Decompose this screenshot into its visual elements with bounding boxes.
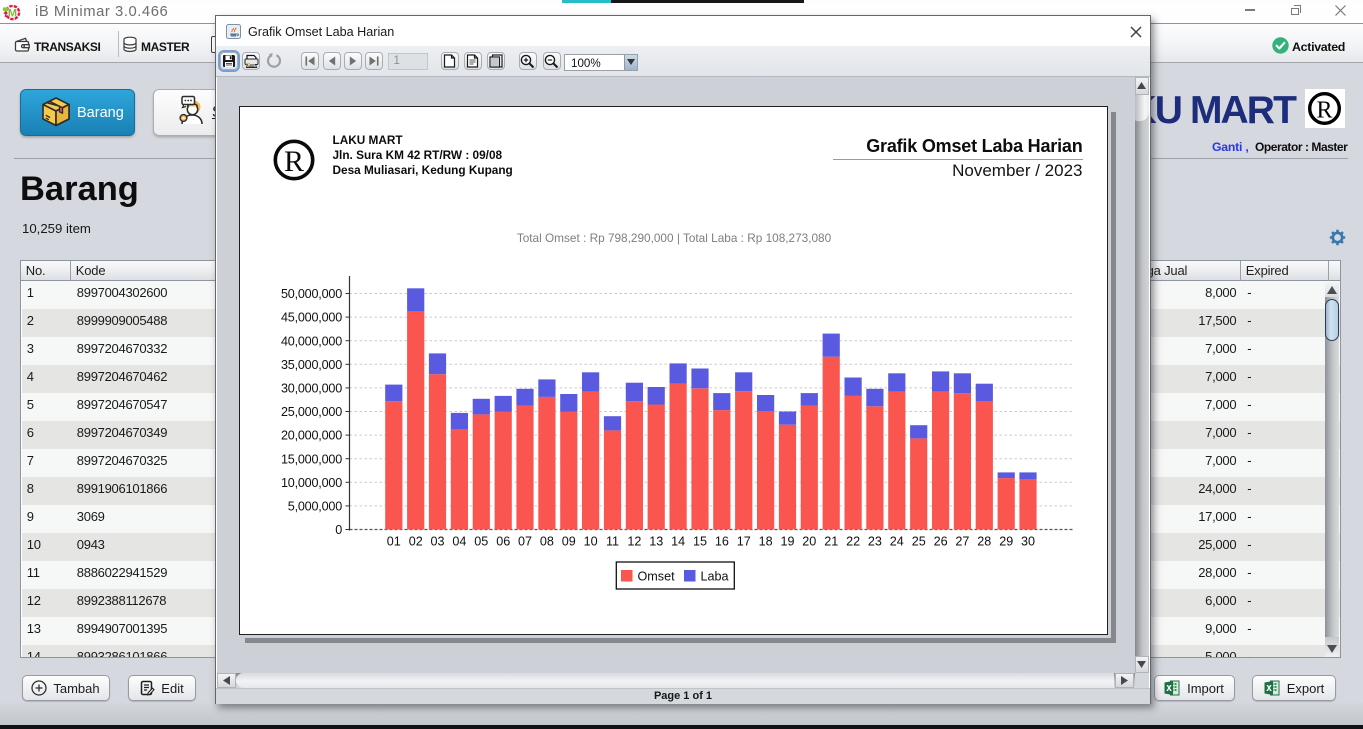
svg-text:29: 29: [999, 535, 1013, 549]
svg-text:R: R: [1316, 98, 1332, 124]
svg-text:15: 15: [692, 535, 706, 549]
svg-text:01: 01: [386, 535, 400, 549]
svg-text:20: 20: [802, 535, 816, 549]
svg-text:24: 24: [889, 535, 903, 549]
svg-text:14: 14: [671, 535, 685, 549]
svg-text:27: 27: [955, 535, 969, 549]
svg-text:05: 05: [474, 535, 488, 549]
svg-text:R: R: [283, 145, 303, 178]
svg-text:07: 07: [517, 535, 531, 549]
svg-text:Omset: Omset: [637, 570, 675, 584]
svg-text:20,000,000: 20,000,000: [280, 429, 341, 443]
svg-text:25: 25: [911, 535, 925, 549]
svg-text:11: 11: [605, 535, 618, 549]
svg-text:16: 16: [714, 535, 728, 549]
svg-text:21: 21: [824, 535, 838, 549]
svg-text:0: 0: [335, 523, 342, 537]
svg-text:03: 03: [430, 535, 444, 549]
svg-text:40,000,000: 40,000,000: [280, 334, 341, 348]
svg-text:12: 12: [627, 535, 641, 549]
svg-text:23: 23: [867, 535, 881, 549]
svg-text:5,000,000: 5,000,000: [287, 500, 341, 514]
svg-text:17: 17: [736, 535, 750, 549]
svg-text:04: 04: [452, 535, 466, 549]
svg-text:06: 06: [496, 535, 510, 549]
svg-text:Laba: Laba: [700, 570, 728, 584]
svg-text:02: 02: [408, 535, 422, 549]
svg-text:28: 28: [977, 535, 991, 549]
svg-text:30,000,000: 30,000,000: [280, 382, 341, 396]
svg-text:30: 30: [1020, 535, 1034, 549]
svg-text:M: M: [8, 7, 17, 19]
svg-text:08: 08: [539, 535, 553, 549]
svg-text:50,000,000: 50,000,000: [280, 287, 341, 301]
svg-text:26: 26: [933, 535, 947, 549]
svg-text:10: 10: [583, 535, 597, 549]
svg-text:19: 19: [780, 535, 794, 549]
svg-text:13: 13: [649, 535, 663, 549]
svg-text:25,000,000: 25,000,000: [280, 405, 341, 419]
svg-text:22: 22: [846, 535, 860, 549]
svg-text:18: 18: [758, 535, 772, 549]
svg-text:45,000,000: 45,000,000: [280, 311, 341, 325]
svg-text:35,000,000: 35,000,000: [280, 358, 341, 372]
svg-text:10,000,000: 10,000,000: [280, 476, 341, 490]
svg-text:09: 09: [561, 535, 575, 549]
svg-text:15,000,000: 15,000,000: [280, 452, 341, 466]
